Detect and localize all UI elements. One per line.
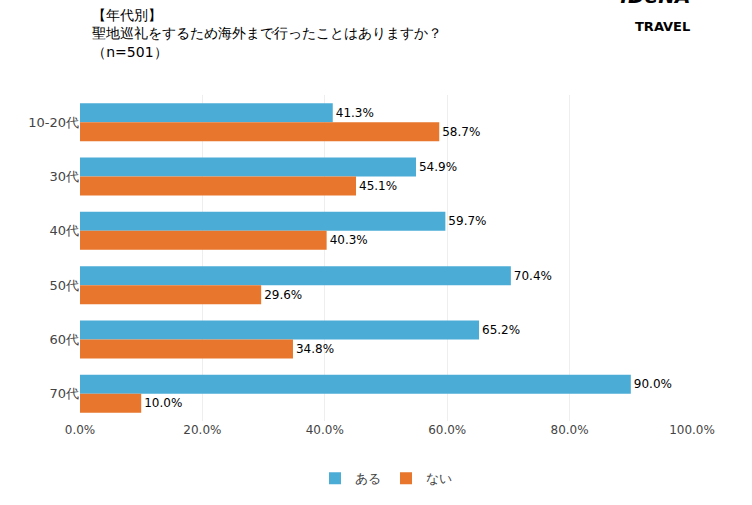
svg-text:20.0%: 20.0% xyxy=(183,423,221,437)
svg-text:60.0%: 60.0% xyxy=(428,423,466,437)
svg-text:58.7%: 58.7% xyxy=(442,125,480,139)
svg-text:30代: 30代 xyxy=(49,169,79,184)
svg-text:0.0%: 0.0% xyxy=(65,423,96,437)
svg-text:70.4%: 70.4% xyxy=(514,269,552,283)
svg-text:ない: ない xyxy=(426,471,452,486)
svg-text:34.8%: 34.8% xyxy=(296,342,334,356)
svg-text:41.3%: 41.3% xyxy=(336,106,374,120)
svg-text:40.0%: 40.0% xyxy=(306,423,344,437)
svg-text:65.2%: 65.2% xyxy=(482,323,520,337)
svg-text:10.0%: 10.0% xyxy=(144,396,182,410)
svg-text:100.0%: 100.0% xyxy=(669,423,715,437)
svg-text:10-20代: 10-20代 xyxy=(28,115,79,130)
svg-text:70代: 70代 xyxy=(49,386,79,401)
svg-text:60代: 60代 xyxy=(49,332,79,347)
svg-text:ある: ある xyxy=(355,471,381,486)
svg-text:【年代別】聖地巡礼をするため海外まで行ったことはありますか？: 【年代別】聖地巡礼をするため海外まで行ったことはありますか？（n=501） xyxy=(92,7,442,59)
svg-text:40代: 40代 xyxy=(49,223,79,238)
svg-text:50代: 50代 xyxy=(49,278,79,293)
svg-text::DeNA: :DeNA xyxy=(620,0,690,8)
svg-text:29.6%: 29.6% xyxy=(264,288,302,302)
svg-text:90.0%: 90.0% xyxy=(634,377,672,391)
svg-text:59.7%: 59.7% xyxy=(448,214,486,228)
svg-text:80.0%: 80.0% xyxy=(551,423,589,437)
svg-text:45.1%: 45.1% xyxy=(359,179,397,193)
svg-text:40.3%: 40.3% xyxy=(330,233,368,247)
svg-text:54.9%: 54.9% xyxy=(419,160,457,174)
svg-text:TRAVEL: TRAVEL xyxy=(635,19,690,34)
